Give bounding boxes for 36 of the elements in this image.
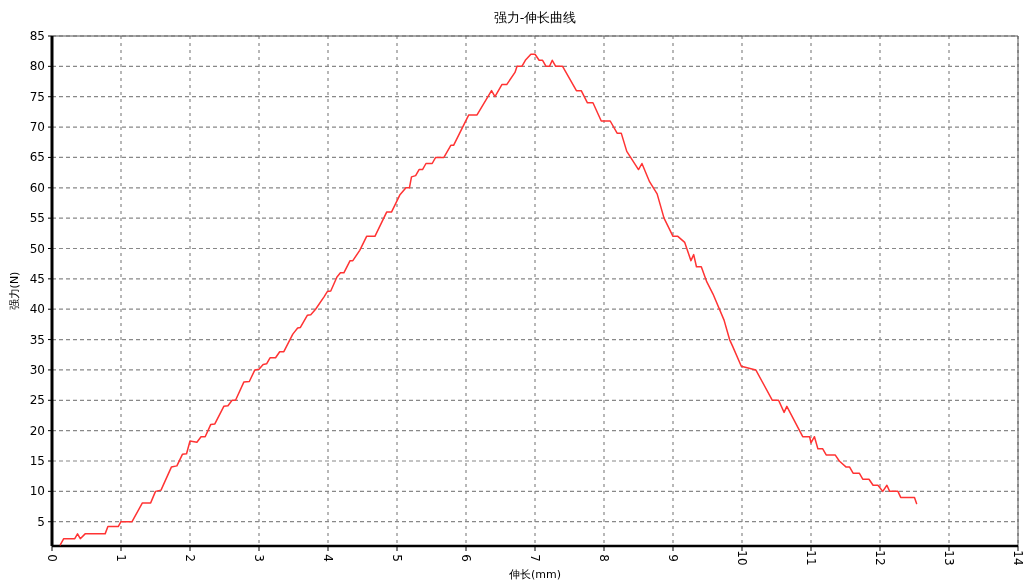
x-tick-label: 1	[114, 554, 128, 562]
y-tick-label: 40	[29, 302, 45, 317]
x-tick-label: 0	[45, 554, 59, 562]
chart-title: 强力-伸长曲线	[493, 10, 577, 25]
y-tick-label: 80	[29, 59, 45, 74]
y-tick-label: 30	[29, 362, 45, 377]
x-tick-label: 14	[1011, 550, 1025, 566]
y-tick-label: 65	[29, 150, 45, 165]
x-axis-title: 伸长(mm)	[508, 568, 562, 581]
x-tick-label: 6	[459, 554, 473, 562]
x-tick-label: 5	[390, 554, 404, 562]
y-tick-label: 70	[29, 120, 45, 135]
y-tick-label: 5	[37, 514, 45, 529]
y-tick-label: 50	[29, 241, 45, 256]
x-tick-label: 9	[666, 554, 680, 562]
x-tick-label: 4	[321, 554, 335, 562]
y-tick-label: 15	[29, 454, 45, 468]
x-tick-label: 7	[528, 554, 542, 562]
y-axis-title: 强力(N)	[8, 271, 21, 311]
y-tick-label: 45	[29, 271, 45, 286]
x-tick-label: 13	[942, 550, 956, 566]
y-tick-label: 85	[29, 29, 45, 43]
x-tick-label: 2	[183, 554, 197, 562]
x-tick-label: 11	[804, 550, 818, 566]
y-tick-label: 20	[29, 423, 45, 438]
x-tick-label: 8	[597, 554, 611, 562]
x-tick-label: 10	[735, 550, 749, 566]
y-tick-label: 55	[29, 211, 45, 226]
y-tick-label: 60	[29, 180, 45, 195]
line-series	[59, 53, 918, 546]
y-tick-label: 35	[29, 332, 45, 347]
y-tick-label: 10	[29, 484, 45, 499]
y-tick-label: 75	[29, 89, 45, 104]
x-tick-label: 3	[252, 554, 266, 562]
y-tick-label: 25	[29, 393, 45, 408]
x-tick-label: 12	[873, 550, 887, 566]
